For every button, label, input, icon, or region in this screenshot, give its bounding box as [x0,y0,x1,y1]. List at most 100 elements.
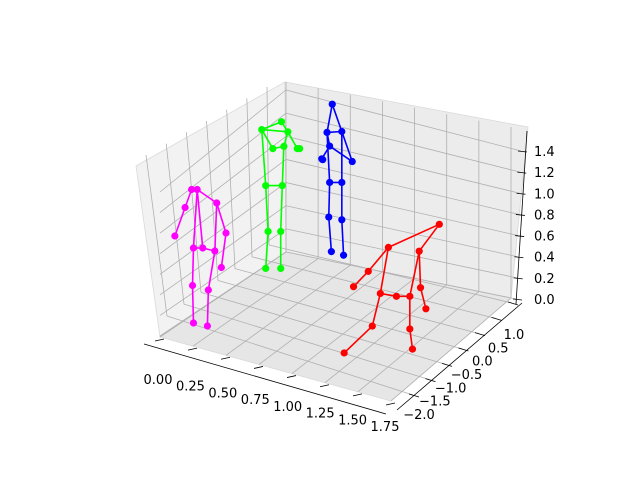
skeleton-bone [174,207,186,237]
skeleton-joint-point [199,244,207,252]
x-floor-gridline [357,291,480,393]
skeleton-joint-point [323,128,331,137]
x-floor-gridline [225,264,351,356]
skeleton-joint-point [217,263,225,272]
skeleton-bone [196,189,204,249]
x-tick-mark [385,402,396,406]
skeleton-joint-point [189,319,198,327]
skeleton-bone [261,128,288,133]
y-tick-mark [491,316,502,321]
z-tick-label: 0.0 [534,293,555,308]
skeleton-magenta [171,185,230,330]
skeleton-green [258,118,304,273]
z-tick-mark [514,256,524,259]
skeleton-bone [341,131,354,162]
skeleton-joint-point [181,203,189,212]
skeleton-joint-point [338,127,346,136]
skeleton-bone [326,132,331,183]
skeleton-joint-point [328,100,336,108]
skeleton-joint-point [280,142,288,150]
y-tick-label: −1.0 [435,381,467,396]
z-tick-mark [516,192,526,195]
x-tick-label: 1.00 [273,400,302,415]
y-floor-gridline [251,256,496,319]
y-tick-label: 0.5 [488,341,509,356]
skeleton-bone [326,104,334,133]
y-wall-gridline [226,109,236,269]
y-wall-gridline [266,86,270,246]
tick-marks [154,150,528,406]
skeleton-joint-point [277,227,285,236]
y-axis-line [396,302,523,411]
y-tick-mark [441,362,453,367]
y-tick-mark [425,378,436,383]
y-floor-gridline [234,268,480,335]
skeleton-bone [215,202,227,234]
skeleton-bone [264,231,269,269]
x-tick-mark [319,384,330,388]
skeleton-joint-point [376,289,384,298]
z-tick-label: 0.4 [534,251,555,266]
skeleton-bone [214,202,218,252]
skeleton-bone [264,185,269,232]
skeleton-bone [329,145,353,163]
skeleton-bone [371,293,382,327]
x-floor-gridline [390,297,512,402]
y-wall-gridline [145,154,168,317]
skeleton-joint-point [277,264,285,273]
z-tick-label: 0.2 [534,272,555,287]
skeleton-joint-point [338,178,346,187]
z-tick-mark [517,171,527,174]
z-right-wall-gridline [285,205,518,258]
y-tick-label: 1.0 [504,328,525,343]
skeleton-joint-point [188,281,197,290]
skeleton-joint-point [319,156,327,164]
skeleton-joint-point [222,229,230,237]
skeleton-joint-point [339,251,348,259]
z-left-wall-gridline [159,89,287,193]
y-wall-gridline [185,132,202,293]
z-tick-mark [515,235,525,237]
z-tick-mark [517,150,528,153]
x-axis-line [143,343,387,415]
skeleton-bone [327,216,333,252]
x-tick-label: 0.75 [241,393,270,408]
skeleton-joint-point [406,292,414,300]
skeleton-joint-point [278,181,286,190]
tick-labels: 0.00 0.25 0.50 0.75 1.00 1.25 1.50 1.75−2.0−1.5… [144,145,555,435]
y-wall-gridline [165,143,185,305]
skeleton-joint-point [368,322,376,330]
x-floor-gridline [192,258,319,347]
z-axis-line [515,130,528,305]
skeleton-joint-point [340,349,348,357]
skeleton-bone [279,185,284,232]
z-right-wall-gridline [285,228,517,279]
skeleton-bone [343,325,373,354]
y-floor-gridline [217,280,463,350]
y-tick-mark [408,393,420,398]
skeleton-joint-point [348,157,356,166]
skeleton-bone [260,129,267,186]
skeleton-bone [281,146,285,186]
skeleton-bone [367,246,389,272]
skeleton-bone [261,129,274,150]
skeleton-bone [220,232,227,268]
y-floor-gridline [183,303,430,381]
skeleton-joint-point [277,118,286,126]
skeleton-bone [207,250,216,291]
skeleton-joint-point [415,247,423,255]
y-tick-mark [458,347,469,352]
skeleton-joint-point [258,125,266,134]
skeleton-joint-point [296,145,304,153]
skeleton-joint-point [193,185,201,194]
z-right-wall-gridline [285,112,521,173]
y-tick-label: 0.0 [472,355,493,370]
skeleton-joint-point [326,142,334,150]
y-floor-gridline [268,244,513,304]
z-tick-mark [515,214,525,216]
x-tick-label: 1.50 [338,413,367,428]
x-tick-mark [286,375,297,378]
skeleton-joint-point [435,220,443,228]
skeleton-bone [341,219,345,256]
